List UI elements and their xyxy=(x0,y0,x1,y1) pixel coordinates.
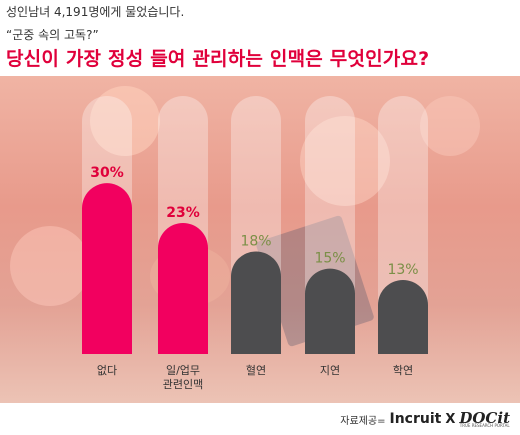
category-label: 일/업무 xyxy=(166,363,200,377)
bar xyxy=(231,251,281,354)
source-credit: 자료제공= Incruit X DOCit TRUE RESEARCH PORT… xyxy=(340,408,510,430)
bar xyxy=(158,223,208,354)
data-label: 23% xyxy=(166,205,200,221)
background-blur-shape xyxy=(300,116,390,206)
data-label: 13% xyxy=(387,262,418,278)
docit-logo-text: DOCit xyxy=(459,409,510,427)
bar xyxy=(378,279,428,354)
data-label: 18% xyxy=(240,233,271,249)
incruit-logo: Incruit xyxy=(389,411,442,427)
category-label: 없다 xyxy=(97,364,117,377)
docit-tagline: TRUE RESEARCH PORTAL xyxy=(459,423,510,428)
category-label: 관련인맥 xyxy=(163,378,203,391)
data-label: 15% xyxy=(314,251,345,267)
category-label: 지연 xyxy=(320,364,340,377)
bar xyxy=(82,183,132,354)
background-blur-shape xyxy=(420,96,480,156)
source-separator: X xyxy=(445,411,456,427)
data-label: 30% xyxy=(90,165,124,181)
chart-subtitle: “군중 속의 고독?” xyxy=(6,28,99,42)
category-label: 학연 xyxy=(393,364,413,377)
chart-panel: 30% 없다 23% 일/업무 관련인맥 18% 혈연 15% 지연 13% 학연 xyxy=(0,76,520,403)
chart-title: 당신이 가장 정성 들여 관리하는 인맥은 무엇인가요? xyxy=(6,48,430,70)
category-label: 혈연 xyxy=(246,363,266,377)
background-blur-shape xyxy=(10,226,90,306)
bar xyxy=(305,268,355,354)
survey-note: 성인남녀 4,191명에게 물었습니다. xyxy=(6,5,185,19)
source-label: 자료제공= xyxy=(340,415,386,427)
docit-logo: DOCit TRUE RESEARCH PORTAL xyxy=(459,410,510,428)
background-blur-shape xyxy=(90,86,160,156)
